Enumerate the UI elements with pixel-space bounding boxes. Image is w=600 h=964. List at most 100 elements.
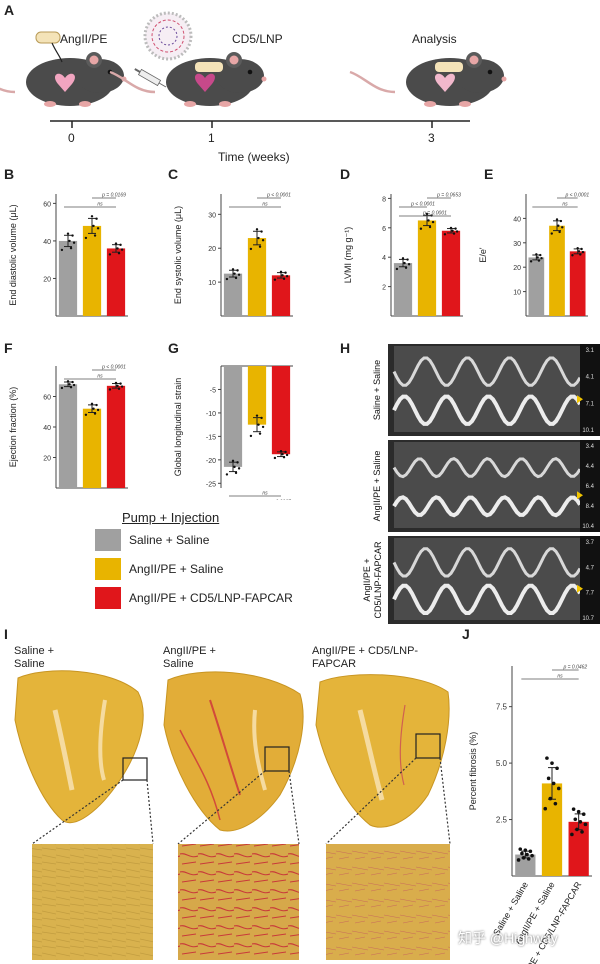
data-point-J [556, 786, 561, 791]
data-point-B [96, 227, 100, 230]
legend-label-angii: AngII/PE + Saline [129, 562, 224, 576]
watermark: 知乎 @Highway [458, 930, 558, 946]
timeline-step-1-label: AngII/PE [60, 32, 108, 46]
echo-marker-1 [577, 491, 583, 500]
data-point-G [284, 450, 287, 454]
y-tick-label-F: 20 [43, 456, 51, 463]
data-point-E [540, 257, 543, 260]
panel-label-j: J [462, 626, 470, 642]
panel-label-d: D [340, 166, 351, 182]
y-tick-label-C: 30 [208, 212, 216, 219]
data-point-D [419, 227, 423, 230]
timeline-tick-0: 0 [68, 131, 75, 145]
chart-e-e-over-e-prime: 10 20 30 40 E/e' ns p < 0.0001 [478, 193, 589, 317]
data-point-J [576, 809, 581, 814]
data-point-B [119, 243, 122, 247]
bar-G-0 [223, 366, 243, 467]
histology-zoom-angii [178, 844, 299, 960]
data-point-B [120, 248, 124, 251]
data-point-E [579, 253, 582, 256]
echo-scale-label-0: 7.1 [586, 401, 595, 407]
data-point-J [555, 766, 559, 771]
data-point-F [117, 387, 121, 390]
echo-svg: 3.1 4.1 7.1 10.1 Saline + Saline 3.4 4.4 6.4 8.4… [362, 344, 600, 624]
echo-row-label-line-2: CD5/LNP-FAPCAR [373, 541, 383, 619]
data-point-C [260, 230, 263, 233]
y-tick-label-F: 40 [43, 425, 51, 432]
data-point-J [516, 858, 521, 862]
y-axis-label-B: End diastolic volume (μL) [8, 204, 18, 305]
echo-scale-label-2: 3.7 [586, 540, 595, 546]
data-point-C [236, 269, 239, 272]
data-point-J [543, 806, 548, 811]
y-tick-label-J: 5.0 [496, 759, 508, 768]
sig-label-C: ns [262, 202, 268, 208]
data-point-J [573, 817, 578, 822]
histology-figure [14, 670, 451, 960]
data-point-B [68, 239, 71, 243]
y-tick-label-G: -25 [206, 481, 216, 488]
data-point-J [545, 756, 549, 760]
data-point-D [454, 227, 457, 230]
data-point-B [92, 224, 95, 228]
data-point-J [583, 822, 588, 827]
y-axis-label-J: Percent fibrosis (%) [468, 732, 478, 811]
legend-label-saline: Saline + Saline [129, 533, 210, 547]
sig-label-E: ns [562, 202, 568, 208]
data-point-F [90, 402, 94, 406]
bar-C-0 [223, 273, 243, 316]
echo-row-label-2: AngII/PE +CD5/LNP-FAPCAR [362, 541, 383, 619]
echo-scale-label-2: 4.7 [586, 565, 595, 571]
panel-label-e: E [484, 166, 494, 182]
data-point-F [84, 413, 88, 416]
data-point-G [237, 467, 241, 470]
data-point-E [539, 253, 542, 257]
echo-wall-top-1 [392, 457, 582, 479]
bar-F-1 [82, 408, 102, 488]
data-point-F [114, 381, 118, 385]
data-point-B [114, 242, 118, 245]
legend-title: Pump + Injection [122, 510, 220, 525]
data-point-D [449, 226, 453, 230]
bar-G-2 [271, 366, 291, 455]
data-point-F [66, 380, 70, 383]
y-tick-label-D: 8 [382, 196, 386, 203]
data-point-G [258, 432, 262, 435]
sig-label-F: p < 0.0001 [101, 365, 126, 371]
histology-title-angii: AngII/PE + Saline [163, 645, 216, 670]
y-axis-label-G: Global longitudinal strain [173, 378, 183, 477]
data-point-E [580, 247, 583, 251]
lnp-icon [143, 11, 193, 61]
data-point-G [236, 461, 239, 464]
data-point-G [225, 473, 229, 476]
panel-label-c: C [168, 166, 179, 182]
legend-item-saline: Saline + Saline [95, 528, 325, 552]
data-point-F [108, 388, 112, 391]
panel-label-g: G [168, 340, 179, 356]
echo-scale-label-2: 7.7 [586, 591, 595, 597]
data-point-E [571, 254, 574, 257]
data-point-E [537, 259, 541, 262]
data-point-E [550, 232, 553, 235]
echo-scale-label-2: 10.7 [582, 616, 594, 622]
data-point-F [68, 383, 71, 386]
data-point-B [71, 234, 74, 237]
sig-label-D: p = 0.0653 [436, 193, 461, 199]
echo-scale-label-1: 4.4 [586, 464, 595, 470]
data-point-G [279, 450, 283, 453]
data-point-D [401, 257, 405, 260]
sig-label-D: p < 0.0001 [410, 202, 435, 208]
bar-G-1 [247, 366, 267, 425]
data-point-E [581, 250, 585, 254]
data-point-G [231, 459, 235, 463]
data-point-J [550, 761, 554, 765]
syringe-icon [134, 68, 167, 88]
echo-scale-label-1: 3.4 [586, 444, 595, 450]
y-axis-label-C: End systolic volume (μL) [173, 206, 183, 304]
bar-J-1 [541, 783, 563, 876]
echo-scale-label-1: 10.4 [582, 524, 594, 530]
y-tick-label-G: -15 [206, 434, 216, 441]
data-point-F [95, 403, 98, 407]
echo-wall-top-2 [392, 547, 582, 578]
